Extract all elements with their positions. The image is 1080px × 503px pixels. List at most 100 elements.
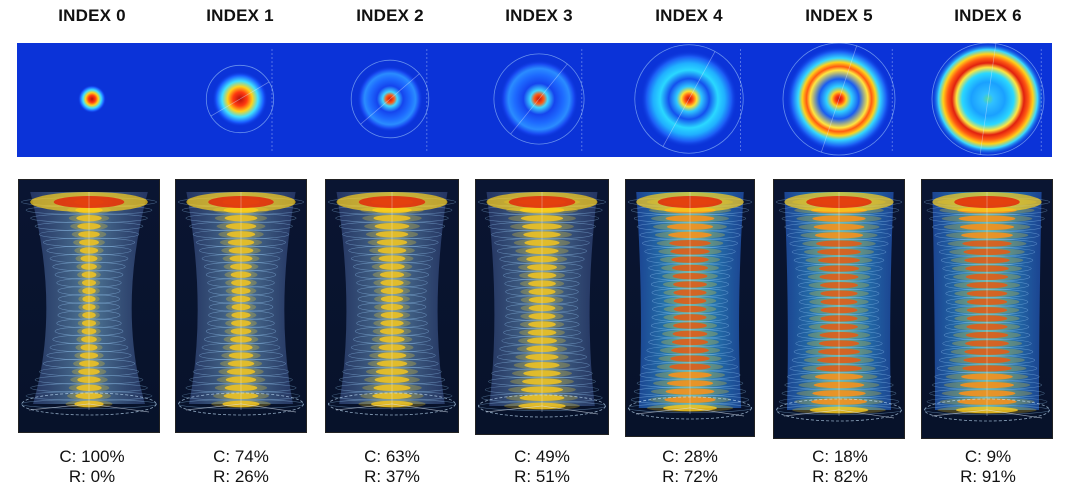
slice-core [527,337,557,344]
slice-core [230,336,252,343]
slice-ring [791,355,887,365]
slice-core [961,232,1013,239]
slice-core [376,360,408,367]
slice-halo [663,305,717,314]
slice-halo [663,288,717,297]
slice-halo [68,214,110,223]
slice-core [526,255,558,263]
x-axis [783,409,840,417]
slice-halo [78,294,100,303]
slice-halo [516,255,568,264]
slice-ring [650,279,730,290]
slice-core [820,315,858,322]
slice-halo [805,256,873,265]
slice-halo [809,289,869,298]
slice-ring [787,371,891,382]
slice-ring [494,360,590,370]
slice-core [76,384,102,392]
slice-ring [633,386,747,397]
slice-halo [221,351,261,360]
guide-line-3 [510,63,568,135]
slice-core [963,248,1011,256]
beam-profile-svg [78,43,1045,156]
slice-halo [663,313,717,322]
slice-ring [791,247,887,257]
slice-ring [201,253,281,264]
slice-core [231,311,251,319]
slice-ring [499,254,585,264]
slice-core [228,247,254,254]
base-ellipse [328,392,456,416]
slice-ring [196,237,286,248]
slice-ring [494,237,590,248]
slice-core [966,298,1008,306]
slice-halo [803,247,875,256]
slice-core [965,331,1009,339]
slice-halo [802,239,876,248]
slice-ring [199,350,283,361]
slice-ring [940,255,1034,266]
x-axis [28,403,90,411]
slice-ring [58,302,120,312]
slice-ring [630,394,750,405]
slice-core [82,287,96,295]
slice-halo [78,311,100,320]
guide-line-5 [821,45,857,153]
slice-core [372,392,412,400]
slice-halo [518,336,566,345]
beam-spot-0 [78,85,106,113]
slice-ring [944,280,1030,290]
slice-core [673,322,707,329]
slice-core [670,355,710,362]
guide-circle-6 [931,43,1045,156]
slice-halo [945,372,1029,381]
slice-core [820,306,858,314]
slice-halo [661,263,719,272]
slice-ring [945,313,1029,324]
slice-core [380,303,404,311]
slice-core [80,255,98,262]
guide-circle-4 [634,44,744,154]
slice-halo [362,214,422,223]
slice-core [959,223,1015,231]
slice-halo [374,294,410,303]
slice-ring [936,238,1038,249]
propagation-panel-6 [922,180,1052,438]
slice-core [82,311,96,319]
top-disk-core [508,196,576,208]
slice-halo [663,296,717,305]
slice-ring [945,297,1029,307]
slice-halo [953,272,1021,281]
slice-ring [789,238,889,249]
slice-halo [808,322,870,331]
y-axis [541,405,599,415]
slice-ring [503,270,581,281]
slice-halo [941,214,1033,223]
slice-core [814,373,864,380]
slice-ring [25,391,153,401]
slice-core [528,304,556,312]
slice-halo [372,270,412,279]
slice-halo [76,262,102,271]
slice-ring [192,229,290,240]
slice-ring [497,352,587,362]
slice-halo [214,383,268,392]
slice-ring [335,383,449,393]
slice-core [79,247,99,254]
slice-halo [809,297,869,306]
slice-core [666,223,714,230]
slice-core [226,231,256,238]
slice-ring [938,247,1036,257]
slice-core [227,360,255,367]
slice-halo [218,367,264,376]
slice-ring [650,320,730,331]
slice-ring [46,350,132,361]
slice-halo [222,254,260,263]
slice-core [668,371,712,379]
slice-halo [225,278,257,287]
slice-halo [508,385,576,394]
slice-core [812,215,866,222]
slice-ring [491,368,593,379]
slice-halo [369,351,415,360]
slice-ring [797,322,881,332]
